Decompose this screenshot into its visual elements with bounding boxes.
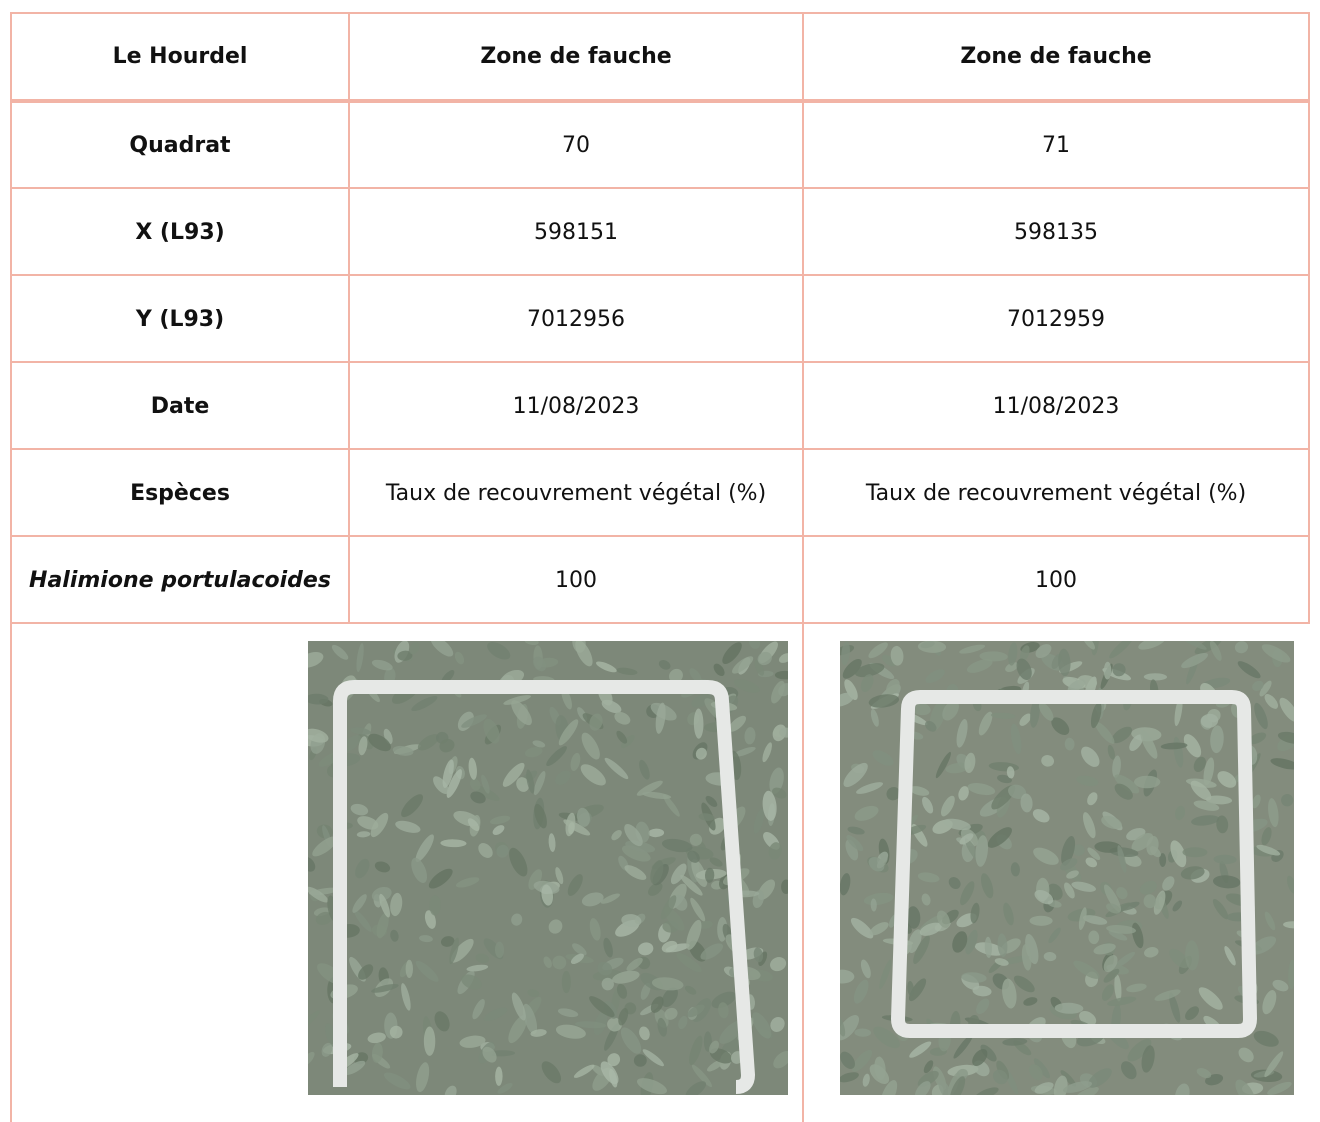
table-cell: 11/08/2023: [512, 393, 640, 419]
table-cell: Taux de recouvrement végétal (%): [865, 480, 1247, 506]
table-border: [10, 12, 12, 1122]
column-rule: [802, 12, 804, 1122]
table-cell: 100: [555, 567, 597, 593]
table-cell: Zone de fauche: [960, 44, 1152, 69]
table-cell: 71: [1042, 132, 1070, 158]
table-border: [10, 12, 1310, 14]
table-cell: Quadrat: [129, 132, 231, 158]
table-cell: Taux de recouvrement végétal (%): [385, 480, 767, 506]
table-cell: 100: [1035, 567, 1077, 593]
table-cell: Y (L93): [135, 306, 225, 332]
table-cell: 598135: [1014, 219, 1098, 245]
table-cell: Halimione portulacoides: [29, 567, 331, 593]
row-rule: [10, 622, 1310, 624]
table-cell: Le Hourdel: [112, 44, 248, 69]
table-cell: 7012956: [527, 306, 625, 332]
header-rule: [10, 99, 1310, 103]
table-cell: Espèces: [130, 480, 230, 506]
table-cell: Date: [150, 393, 210, 419]
table-cell: X (L93): [135, 219, 225, 245]
quadrat-photo: [308, 641, 788, 1095]
table-cell: Zone de fauche: [480, 44, 672, 69]
row-rule: [10, 187, 1310, 189]
table-border: [1308, 12, 1310, 622]
row-rule: [10, 535, 1310, 537]
row-rule: [10, 274, 1310, 276]
table-cell: 7012959: [1007, 306, 1105, 332]
quadrat-photo: [840, 641, 1294, 1095]
row-rule: [10, 448, 1310, 450]
table-cell: 70: [562, 132, 590, 158]
column-rule: [348, 12, 350, 622]
table-cell: 11/08/2023: [992, 393, 1120, 419]
table-cell: 598151: [534, 219, 618, 245]
row-rule: [10, 361, 1310, 363]
